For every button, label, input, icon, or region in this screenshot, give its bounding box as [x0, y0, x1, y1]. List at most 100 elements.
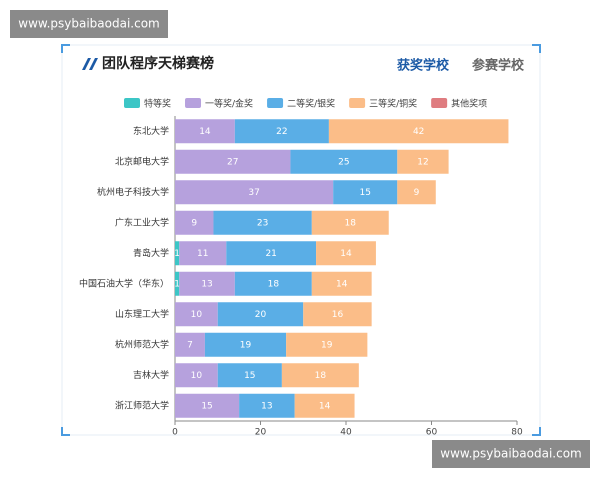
data-label: 25 — [338, 157, 349, 167]
bar-segment — [175, 271, 180, 296]
watermark: www.psybaibaodai.com — [18, 17, 160, 31]
bar-segment — [316, 241, 376, 266]
legend-label: 三等奖/铜奖 — [369, 98, 417, 110]
bar-segment — [175, 180, 334, 205]
bar-segment — [328, 119, 509, 144]
bar-segment — [175, 210, 214, 235]
bar-segment — [226, 241, 317, 266]
bar-segment — [311, 210, 389, 235]
tab[interactable]: 获奖学校 — [397, 58, 450, 74]
y-tick-label: 广东工业大学 — [115, 216, 169, 228]
data-label: 23 — [257, 218, 268, 228]
legend-swatch — [431, 98, 448, 108]
data-label: 7 — [187, 340, 193, 350]
bar-segment — [333, 180, 398, 205]
data-label: 16 — [332, 310, 344, 320]
bar-segment — [234, 119, 329, 144]
data-label: 11 — [197, 249, 208, 259]
legend-swatch — [185, 98, 202, 108]
chart-title: 团队程序天梯赛榜 — [102, 55, 214, 72]
data-label: 22 — [276, 127, 287, 137]
bar-segment — [303, 302, 372, 327]
data-label: 20 — [255, 310, 267, 320]
data-label: 15 — [244, 371, 255, 381]
bar-segment — [175, 241, 180, 266]
legend-label: 二等奖/银奖 — [287, 98, 335, 110]
x-tick-label: 40 — [340, 428, 352, 438]
bar-segment — [175, 393, 240, 418]
bar-segment — [294, 393, 355, 418]
bar-segment — [213, 210, 312, 235]
bar-segment — [234, 271, 312, 296]
data-label: 18 — [268, 279, 280, 289]
bar-segment — [217, 302, 304, 327]
x-tick-label: 0 — [172, 428, 178, 438]
data-label: 13 — [261, 401, 272, 411]
legend-swatch — [349, 98, 366, 108]
y-tick-label: 杭州师范大学 — [115, 338, 169, 350]
data-label: 9 — [414, 188, 420, 198]
y-tick-label: 中国石油大学（华东） — [79, 277, 169, 289]
bar-segment — [217, 363, 282, 388]
data-label: 15 — [360, 188, 371, 198]
bar-segment — [204, 332, 287, 357]
bar-segment — [311, 271, 372, 296]
data-label: 27 — [227, 157, 238, 167]
x-tick-label: 60 — [426, 428, 438, 438]
bar-segment — [175, 119, 235, 144]
y-tick-label: 吉林大学 — [133, 369, 169, 381]
bar-segment — [286, 332, 368, 357]
data-label: 19 — [240, 340, 252, 350]
y-tick-label: 杭州电子科技大学 — [97, 186, 169, 198]
y-tick-label: 东北大学 — [133, 125, 169, 137]
bar-segment — [175, 302, 218, 327]
data-label: 14 — [199, 127, 211, 137]
data-label: 9 — [191, 218, 197, 228]
card-corners — [61, 44, 541, 436]
data-label: 14 — [340, 249, 352, 259]
data-label: 18 — [315, 371, 327, 381]
x-tick-label: 80 — [511, 428, 523, 438]
data-label: 14 — [319, 401, 331, 411]
data-label: 18 — [345, 218, 357, 228]
data-label: 21 — [265, 249, 276, 259]
y-tick-label: 青岛大学 — [133, 247, 169, 259]
x-tick-label: 20 — [255, 428, 267, 438]
data-label: 10 — [191, 310, 203, 320]
legend-label: 一等奖/金奖 — [205, 98, 253, 110]
legend-swatch — [267, 98, 284, 108]
data-label: 14 — [336, 279, 348, 289]
bar-segment — [397, 149, 449, 174]
data-label: 10 — [191, 371, 203, 381]
legend-label: 其他奖项 — [451, 98, 487, 110]
data-label: 1 — [174, 279, 180, 289]
data-label: 19 — [321, 340, 333, 350]
y-tick-label: 浙江师范大学 — [115, 399, 169, 411]
bar-segment — [179, 271, 235, 296]
data-label: 12 — [417, 157, 428, 167]
bar-segment — [175, 332, 205, 357]
bar-segment — [179, 241, 227, 266]
data-label: 15 — [201, 401, 212, 411]
title-icon — [82, 58, 91, 70]
tab[interactable]: 参赛学校 — [472, 58, 525, 74]
legend-label: 特等奖 — [144, 98, 171, 110]
bar-segment — [290, 149, 398, 174]
bar-segment — [239, 393, 295, 418]
data-label: 42 — [413, 127, 424, 137]
bar-segment — [281, 363, 359, 388]
watermark: www.psybaibaodai.com — [440, 447, 582, 461]
bar-segment — [175, 149, 291, 174]
legend-swatch — [124, 98, 140, 108]
data-label: 37 — [248, 188, 259, 198]
watermark-box — [10, 10, 168, 38]
bar-segment — [175, 363, 218, 388]
y-tick-label: 山东理工大学 — [115, 308, 169, 320]
bar-segment — [397, 180, 436, 205]
y-tick-label: 北京邮电大学 — [115, 155, 169, 167]
data-label: 13 — [201, 279, 212, 289]
title-icon — [89, 58, 98, 70]
watermark-box — [432, 440, 590, 468]
